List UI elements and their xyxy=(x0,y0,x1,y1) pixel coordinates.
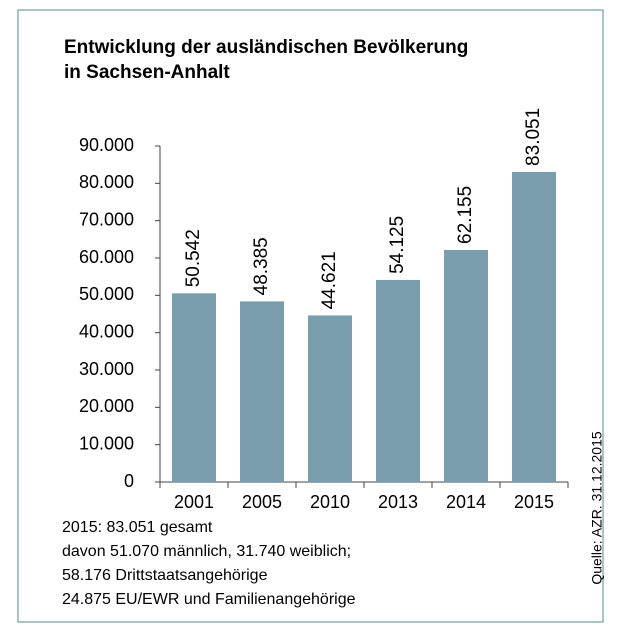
data-label: 83.051 xyxy=(523,108,544,166)
y-tick-label: 30.000 xyxy=(79,359,134,379)
note: 2015: 83.051 gesamt xyxy=(62,519,213,536)
note: davon 51.070 männlich, 31.740 weiblich; xyxy=(62,543,351,560)
y-tick-label: 20.000 xyxy=(79,396,134,416)
data-label: 54.125 xyxy=(387,216,408,274)
frame xyxy=(17,9,604,623)
x-tick-label: 2001 xyxy=(174,492,214,512)
bar xyxy=(376,279,420,482)
y-tick-label: 40.000 xyxy=(79,321,134,341)
y-tick-label: 10.000 xyxy=(79,433,134,453)
data-label: 62.155 xyxy=(455,186,476,244)
data-label: 50.542 xyxy=(183,229,204,287)
bar xyxy=(444,249,488,482)
y-tick-label: 70.000 xyxy=(79,209,134,229)
y-tick-label: 80.000 xyxy=(79,172,134,192)
note: 58.176 Drittstaatsangehörige xyxy=(62,567,268,584)
bar xyxy=(308,315,352,482)
y-tick-label: 50.000 xyxy=(79,284,134,304)
chart-title: in Sachsen-Anhalt xyxy=(64,62,230,83)
x-tick-label: 2005 xyxy=(242,492,282,512)
bar xyxy=(240,301,284,482)
chart-title: Entwicklung der ausländischen Bevölkerun… xyxy=(64,37,468,58)
source: Quelle: AZR. 31.12.2015 xyxy=(589,431,605,585)
bar xyxy=(172,293,216,482)
x-tick-label: 2010 xyxy=(310,492,350,512)
data-label: 44.621 xyxy=(319,251,340,309)
y-tick-label: 90.000 xyxy=(79,135,134,155)
x-tick-label: 2013 xyxy=(378,492,418,512)
data-label: 48.385 xyxy=(251,237,272,295)
x-tick-label: 2015 xyxy=(514,492,554,512)
x-tick-label: 2014 xyxy=(446,492,486,512)
y-tick-label: 60.000 xyxy=(79,247,134,267)
note: 24.875 EU/EWR und Familienangehörige xyxy=(62,591,356,608)
y-tick-label: 0 xyxy=(124,471,134,491)
bar xyxy=(512,171,556,482)
